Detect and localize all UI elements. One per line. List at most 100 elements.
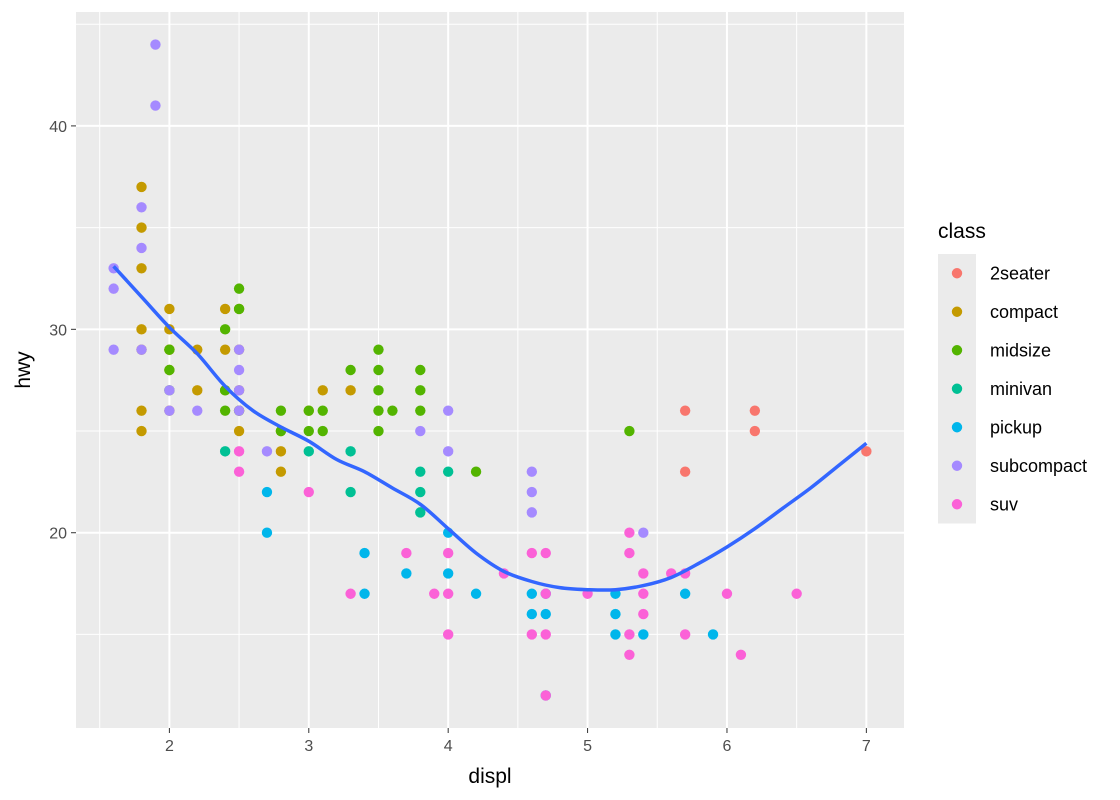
point-suv bbox=[233, 466, 245, 477]
point-midsize bbox=[317, 405, 328, 416]
point-subcompact bbox=[108, 344, 119, 355]
point-suv bbox=[735, 649, 747, 660]
point-suv bbox=[791, 588, 802, 599]
point-2seater bbox=[679, 466, 691, 477]
point-suv bbox=[442, 629, 454, 640]
point-2seater bbox=[749, 405, 761, 416]
legend-key-subcompact bbox=[951, 460, 963, 471]
point-subcompact bbox=[261, 446, 273, 457]
point-compact bbox=[164, 303, 175, 315]
point-compact bbox=[136, 181, 147, 193]
legend-label-minivan: minivan bbox=[990, 379, 1052, 399]
legend-key-suv bbox=[951, 499, 963, 510]
point-suv bbox=[624, 527, 635, 538]
y-axis-title: hwy bbox=[12, 351, 35, 389]
point-minivan bbox=[345, 486, 356, 498]
point-midsize bbox=[164, 364, 175, 376]
point-pickup bbox=[540, 608, 551, 620]
point-pickup bbox=[401, 568, 412, 579]
y-axis-ticks: 20 30 40 bbox=[49, 119, 76, 543]
point-2seater bbox=[679, 405, 691, 416]
point-minivan bbox=[415, 486, 426, 498]
point-midsize bbox=[624, 425, 635, 437]
point-subcompact bbox=[136, 242, 147, 254]
point-subcompact bbox=[150, 39, 161, 50]
point-subcompact bbox=[233, 405, 245, 416]
point-compact bbox=[136, 324, 147, 335]
point-midsize bbox=[303, 405, 314, 416]
point-subcompact bbox=[442, 446, 454, 457]
point-minivan bbox=[303, 446, 314, 457]
point-suv bbox=[679, 629, 691, 640]
point-midsize bbox=[373, 344, 384, 355]
point-pickup bbox=[261, 527, 273, 538]
point-suv bbox=[401, 547, 412, 559]
point-compact bbox=[136, 222, 147, 233]
point-suv bbox=[442, 547, 454, 559]
point-minivan bbox=[415, 507, 426, 518]
point-compact bbox=[275, 466, 287, 477]
x-tick-label: 4 bbox=[444, 738, 453, 755]
point-midsize bbox=[373, 364, 384, 376]
x-tick-label: 6 bbox=[723, 738, 732, 755]
point-suv bbox=[540, 690, 551, 701]
point-subcompact bbox=[233, 364, 245, 376]
point-midsize bbox=[303, 425, 314, 437]
legend-label-subcompact: subcompact bbox=[990, 456, 1087, 476]
point-pickup bbox=[679, 588, 691, 599]
point-midsize bbox=[373, 405, 384, 416]
point-subcompact bbox=[526, 486, 538, 498]
point-pickup bbox=[359, 547, 370, 559]
x-tick-label: 2 bbox=[165, 738, 174, 755]
point-suv bbox=[638, 568, 649, 579]
legend-key-minivan bbox=[951, 383, 963, 394]
point-suv bbox=[540, 629, 551, 640]
point-suv bbox=[442, 588, 454, 599]
point-subcompact bbox=[108, 283, 119, 294]
x-axis-ticks: 2 3 4 5 6 7 bbox=[165, 728, 871, 755]
point-suv bbox=[624, 629, 635, 640]
point-pickup bbox=[359, 588, 370, 599]
point-suv bbox=[638, 608, 649, 620]
major-gridlines bbox=[76, 12, 904, 728]
point-suv bbox=[526, 547, 538, 559]
point-compact bbox=[136, 263, 147, 274]
point-midsize bbox=[233, 303, 245, 315]
point-midsize bbox=[233, 283, 245, 294]
point-midsize bbox=[219, 324, 231, 335]
point-minivan bbox=[219, 446, 231, 457]
legend-key-2seater bbox=[951, 268, 963, 279]
point-compact bbox=[136, 405, 147, 416]
point-subcompact bbox=[164, 405, 175, 416]
legend-label-suv: suv bbox=[990, 494, 1018, 514]
point-suv bbox=[303, 486, 314, 498]
point-pickup bbox=[526, 588, 538, 599]
point-minivan bbox=[442, 466, 454, 477]
x-tick-label: 7 bbox=[862, 738, 871, 755]
legend-key-pickup bbox=[951, 422, 963, 433]
minor-gridlines bbox=[76, 12, 904, 728]
point-suv bbox=[540, 547, 551, 559]
point-subcompact bbox=[233, 385, 245, 396]
y-tick-label: 20 bbox=[49, 526, 67, 543]
point-compact bbox=[345, 385, 356, 396]
point-subcompact bbox=[442, 405, 454, 416]
y-tick-label: 30 bbox=[49, 322, 67, 339]
point-suv bbox=[526, 629, 538, 640]
point-subcompact bbox=[526, 507, 538, 518]
legend-key-compact bbox=[951, 306, 963, 317]
point-minivan bbox=[415, 466, 426, 477]
point-subcompact bbox=[638, 527, 649, 538]
point-suv bbox=[638, 588, 649, 599]
point-midsize bbox=[415, 405, 426, 416]
point-subcompact bbox=[192, 405, 203, 416]
point-compact bbox=[275, 446, 287, 457]
point-suv bbox=[624, 649, 635, 660]
point-subcompact bbox=[164, 385, 175, 396]
point-pickup bbox=[638, 629, 649, 640]
legend-title: class bbox=[938, 220, 986, 243]
point-pickup bbox=[442, 568, 454, 579]
point-2seater bbox=[749, 425, 761, 437]
point-midsize bbox=[415, 364, 426, 376]
